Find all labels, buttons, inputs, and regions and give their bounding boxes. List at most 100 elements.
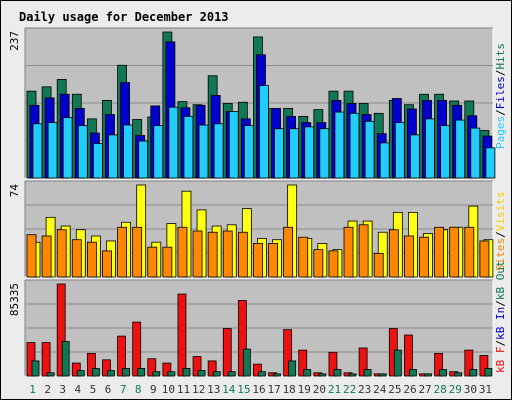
bar-sites-day-28 <box>434 226 445 278</box>
day-label-10: 10 <box>162 383 175 396</box>
bar-kb-out-day-10 <box>167 371 176 377</box>
bar-sites-day-18 <box>283 226 294 278</box>
bar-pages-day-5 <box>92 143 103 179</box>
day-label-7: 7 <box>120 383 127 396</box>
legend-part: kB Out <box>494 260 507 300</box>
day-label-23: 23 <box>358 383 371 396</box>
day-label-19: 19 <box>298 383 311 396</box>
bar-pages-day-30 <box>470 127 481 179</box>
bar-sites-day-9 <box>147 246 158 278</box>
bar-pages-day-14 <box>228 111 239 179</box>
bar-kb-out-day-9 <box>152 371 161 377</box>
day-label-9: 9 <box>150 383 157 396</box>
legend-top: Pages/Files/Hits <box>494 43 507 149</box>
bar-kb-out-day-18 <box>288 360 297 377</box>
bar-kb-out-day-29 <box>454 372 463 377</box>
bar-kb-f-day-11 <box>177 293 187 377</box>
bar-pages-day-24 <box>379 142 390 179</box>
bar-kb-f-day-2 <box>41 342 51 377</box>
bar-kb-f-day-30 <box>464 349 474 377</box>
day-label-12: 12 <box>192 383 205 396</box>
panel-mid <box>24 180 494 278</box>
bar-kb-out-day-16 <box>258 371 266 377</box>
day-label-31: 31 <box>479 383 492 396</box>
bar-kb-f-day-4 <box>71 362 81 377</box>
bar-kb-out-day-11 <box>182 368 191 377</box>
y-max-label-mid: 74 <box>8 184 21 198</box>
bar-sites-day-26 <box>404 235 414 278</box>
bar-kb-out-day-4 <box>76 370 85 377</box>
bar-pages-day-13 <box>213 123 224 179</box>
bar-kb-f-day-23 <box>358 347 368 377</box>
bar-kb-f-day-15 <box>237 300 247 377</box>
bar-kb-out-day-1 <box>31 360 40 377</box>
bar-sites-day-22 <box>343 226 354 278</box>
bar-sites-day-2 <box>41 235 52 278</box>
day-label-22: 22 <box>343 383 356 396</box>
bar-sites-day-7 <box>117 226 127 278</box>
bar-pages-day-28 <box>440 125 451 179</box>
bar-pages-day-3 <box>62 117 73 179</box>
bar-kb-out-day-15 <box>242 348 251 377</box>
bar-sites-day-8 <box>132 226 143 278</box>
bar-kb-f-day-18 <box>283 329 293 377</box>
bar-kb-out-day-27 <box>424 373 432 377</box>
bar-kb-f-day-31 <box>479 355 489 377</box>
bar-kb-out-day-23 <box>363 369 372 377</box>
bar-kb-out-day-13 <box>212 371 221 377</box>
plot-area <box>24 27 496 377</box>
bar-kb-f-day-21 <box>328 351 338 377</box>
bar-pages-day-9 <box>153 125 164 179</box>
bar-pages-day-26 <box>410 134 420 179</box>
bar-kb-f-day-8 <box>132 321 142 377</box>
bar-kb-f-day-9 <box>147 358 157 377</box>
bar-kb-f-day-16 <box>253 363 262 377</box>
day-label-17: 17 <box>267 383 280 396</box>
day-labels: 1 2 3 4 5 6 7 8 9 10 11 12 13 14 15 16 17 18 19 20 21 22 23 24 2… <box>29 383 492 396</box>
bar-kb-out-day-22 <box>348 373 357 377</box>
bar-sites-day-6 <box>102 250 112 278</box>
bar-kb-out-day-28 <box>439 369 448 377</box>
bar-pages-day-11 <box>183 115 194 179</box>
bar-sites-day-16 <box>253 243 263 278</box>
legend-part: / <box>494 231 507 238</box>
bar-kb-f-day-19 <box>298 349 308 377</box>
y-max-label-bot: 85335 <box>8 283 21 316</box>
bar-kb-out-day-8 <box>137 368 146 377</box>
bar-sites-day-19 <box>298 236 309 278</box>
legend-part: / <box>494 70 507 77</box>
legend-mid: Sites/Visits <box>494 192 507 272</box>
day-label-29: 29 <box>449 383 462 396</box>
day-label-26: 26 <box>403 383 416 396</box>
bar-kb-out-day-17 <box>273 373 281 377</box>
legend-text-mid: Sites/Visits <box>494 192 507 272</box>
bar-kb-out-day-7 <box>122 368 130 377</box>
bar-sites-day-14 <box>222 230 233 278</box>
bar-sites-day-4 <box>71 239 82 278</box>
y-axis-labels: 237 74 85335 <box>8 31 21 316</box>
bar-sites-day-27 <box>419 236 429 278</box>
day-label-18: 18 <box>283 383 296 396</box>
bar-sites-day-11 <box>177 226 188 278</box>
bar-kb-f-day-12 <box>192 356 202 377</box>
bar-kb-out-day-2 <box>46 372 55 377</box>
day-label-2: 2 <box>44 383 51 396</box>
bar-kb-f-day-1 <box>26 342 36 377</box>
bar-pages-day-10 <box>168 106 179 179</box>
bar-kb-out-day-24 <box>378 373 387 377</box>
day-label-27: 27 <box>418 383 431 396</box>
day-label-13: 13 <box>207 383 220 396</box>
day-label-30: 30 <box>464 383 477 396</box>
legend-part: Pages <box>494 116 507 149</box>
bar-kb-out-day-26 <box>409 369 417 377</box>
bar-sites-day-3 <box>56 229 67 278</box>
day-label-6: 6 <box>105 383 112 396</box>
bar-kb-out-day-14 <box>227 371 236 377</box>
legend-part: Files <box>494 76 507 109</box>
day-label-11: 11 <box>177 383 190 396</box>
bar-pages-day-8 <box>138 140 149 179</box>
bar-kb-out-day-19 <box>303 369 312 377</box>
